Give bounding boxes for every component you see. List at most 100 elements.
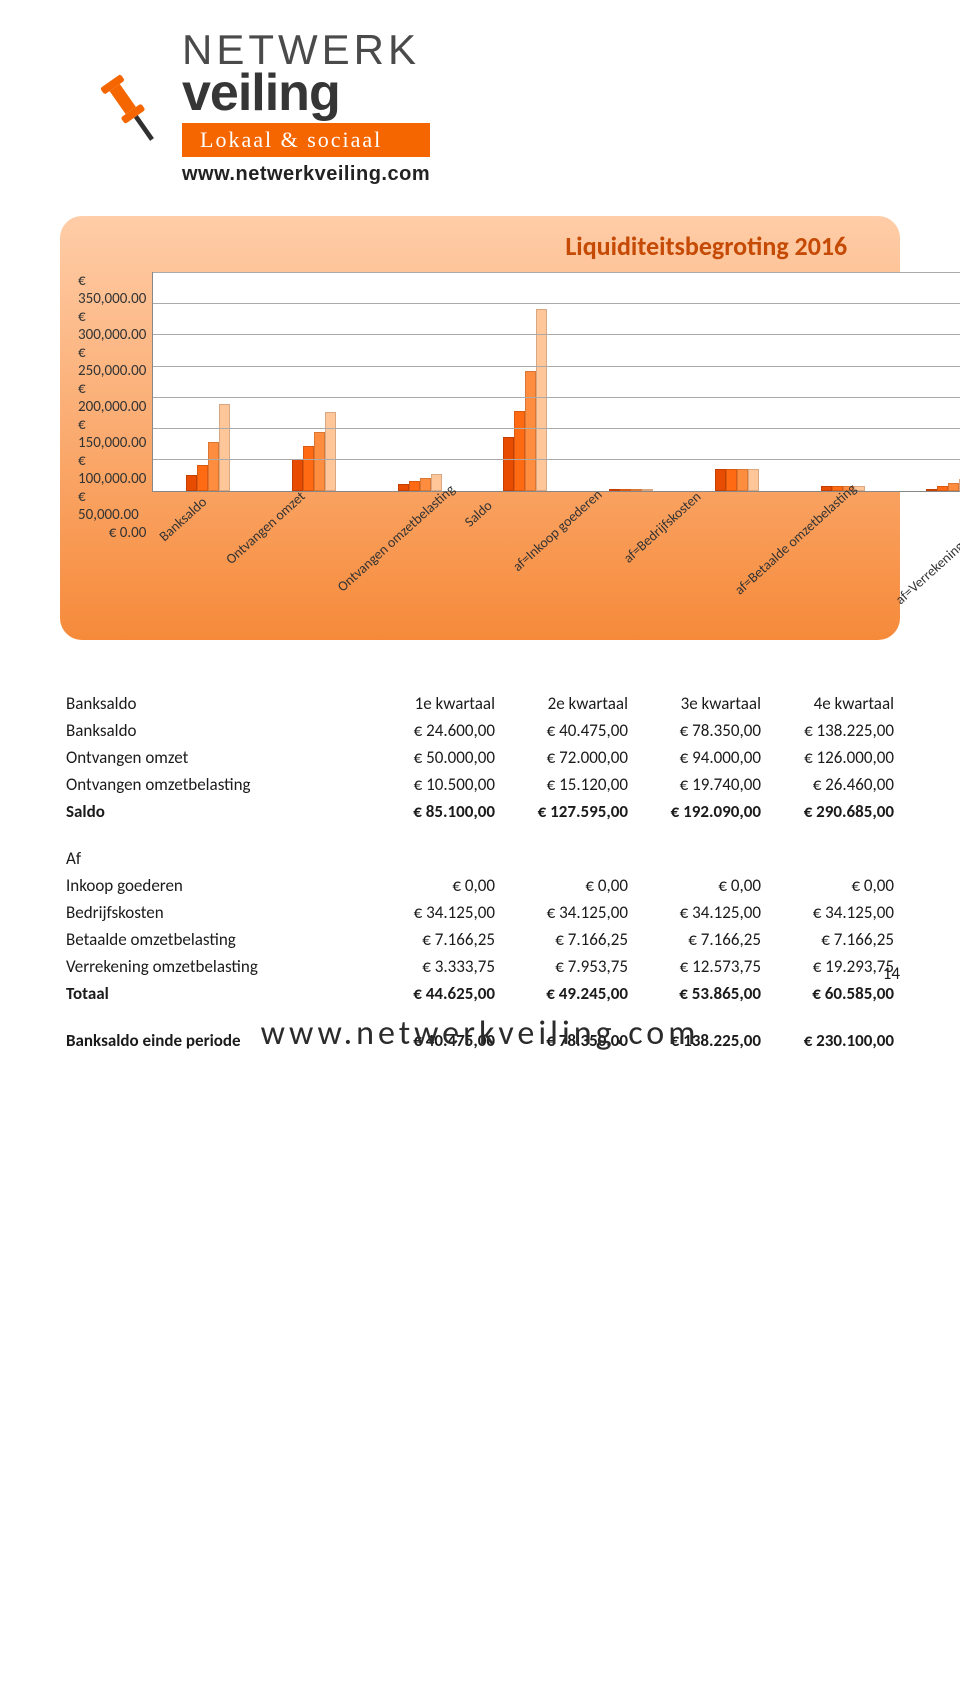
x-tick-label: af=Betaalde omzetbelasting [731,480,931,678]
bar [642,489,653,491]
bar [937,486,948,491]
bar [292,459,303,490]
bar [208,442,219,491]
table-cell: € 44.625,00 [379,980,501,1007]
y-tick-label: € 50,000.00 [78,488,146,524]
chart-x-axis: BanksaldoOntvangen omzetOntvangen omzetb… [152,492,960,622]
bar [737,469,748,490]
table-row-label: Ontvangen omzet [60,744,379,771]
bar [503,437,514,490]
table-cell: € 50.000,00 [379,744,501,771]
table-cell: € 290.685,00 [767,798,900,825]
table-cell [767,845,900,872]
table-header-cell: 2e kwartaal [501,690,634,717]
bar-group [684,272,790,491]
y-tick-label: € 350,000.00 [78,272,146,308]
table-header-cell: 1e kwartaal [379,690,501,717]
table-row: Bedrijfskosten€ 34.125,00€ 34.125,00€ 34… [60,899,900,926]
table-header-cell: Banksaldo [60,690,379,717]
table-row-label: Banksaldo [60,717,379,744]
table-cell: € 26.460,00 [767,771,900,798]
table-cell: € 0,00 [379,872,501,899]
bar [726,469,737,490]
table-row: Banksaldo€ 24.600,00€ 40.475,00€ 78.350,… [60,717,900,744]
table-row: Totaal€ 44.625,00€ 49.245,00€ 53.865,00€… [60,980,900,1007]
bar [926,489,937,491]
table-cell: € 85.100,00 [379,798,501,825]
bar [525,371,536,491]
bar-group [790,272,896,491]
table-row-label: Totaal [60,980,379,1007]
table-cell: € 10.500,00 [379,771,501,798]
table-cell: € 53.865,00 [634,980,767,1007]
table-row: Inkoop goederen€ 0,00€ 0,00€ 0,00€ 0,00 [60,872,900,899]
table-cell: € 19.293,75 [767,953,900,980]
table-row-label: Verrekening omzetbelasting [60,953,379,980]
table-cell: € 7.166,25 [767,926,900,953]
liquidity-table: Banksaldo1e kwartaal2e kwartaal3e kwarta… [60,690,900,1054]
table-cell: € 19.740,00 [634,771,767,798]
table-row: Betaalde omzetbelasting € 7.166,25€ 7.166… [60,926,900,953]
table-cell: € 3.333,75 [379,953,501,980]
table-cell: € 0,00 [634,872,767,899]
table-cell: € 34.125,00 [379,899,501,926]
table-row-label: Inkoop goederen [60,872,379,899]
table-cell: € 34.125,00 [634,899,767,926]
table-header-row: Banksaldo1e kwartaal2e kwartaal3e kwarta… [60,690,900,717]
chart-title: Liquiditeitsbegroting 2016 [198,230,960,262]
y-tick-label: € 250,000.00 [78,344,146,380]
bar [948,483,959,491]
table-row: Ontvangen omzetbelasting€ 10.500,00€ 15.… [60,771,900,798]
y-tick-label: € 200,000.00 [78,380,146,416]
table-cell: € 0,00 [767,872,900,899]
bar [715,469,726,490]
table-cell [634,845,767,872]
table-cell: € 138.225,00 [767,717,900,744]
table-cell: € 34.125,00 [501,899,634,926]
footer-url: www.netwerkveiling.com [0,1013,960,1054]
bar [219,404,230,490]
table-cell: € 40.475,00 [501,717,634,744]
bar [303,446,314,491]
table-cell: € 192.090,00 [634,798,767,825]
bar-group [367,272,473,491]
table-cell: € 0,00 [501,872,634,899]
page-number: 14 [883,963,900,984]
gavel-icon [90,69,168,147]
table-cell: € 126.000,00 [767,744,900,771]
table-row-label: Bedrijfskosten [60,899,379,926]
table-cell: € 7.953,75 [501,953,634,980]
table-row-label: Betaalde omzetbelasting [60,926,379,953]
chart-y-axis: € 350,000.00€ 300,000.00€ 250,000.00€ 20… [78,272,152,492]
logo: NETWERK veiling Lokaal & sociaal www.net… [90,30,900,186]
y-tick-label: € 150,000.00 [78,416,146,452]
logo-url: www.netwerkveiling.com [182,163,430,186]
table-cell: € 49.245,00 [501,980,634,1007]
bar [631,489,642,491]
bar [197,465,208,490]
bar [514,411,525,491]
table-cell: € 60.585,00 [767,980,900,1007]
table-cell: € 94.000,00 [634,744,767,771]
y-tick-label: € 0.00 [109,524,147,542]
table-cell: € 34.125,00 [767,899,900,926]
y-tick-label: € 300,000.00 [78,308,146,344]
table-cell: € 7.166,25 [634,926,767,953]
bar [325,412,336,491]
logo-veiling: veiling [182,70,430,117]
bar [398,484,409,491]
table-header-cell: 4e kwartaal [767,690,900,717]
bar [314,432,325,491]
table-row-label: Ontvangen omzetbelasting [60,771,379,798]
table-cell: € 72.000,00 [501,744,634,771]
chart-panel: Liquiditeitsbegroting 2016 € 350,000.00€… [60,216,900,640]
table-header-cell: 3e kwartaal [634,690,767,717]
table-row: Af [60,845,900,872]
table-cell [379,845,501,872]
x-tick-label: Ontvangen omzetbelasting [334,481,530,675]
table-row-label: Af [60,845,379,872]
table-row: Ontvangen omzet€ 50.000,00€ 72.000,00€ 9… [60,744,900,771]
table-cell: € 127.595,00 [501,798,634,825]
y-tick-label: € 100,000.00 [78,452,146,488]
bar [821,486,832,490]
